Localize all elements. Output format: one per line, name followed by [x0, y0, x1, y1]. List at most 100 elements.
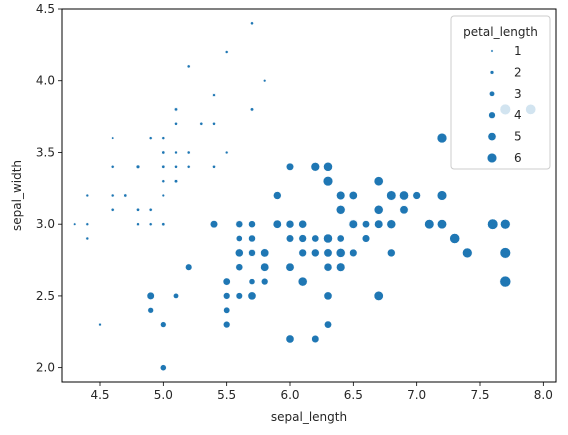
data-point: [311, 234, 320, 243]
legend-label: 4: [514, 108, 522, 122]
data-point: [223, 292, 231, 300]
x-tick-label: 5.5: [217, 388, 236, 402]
y-tick-label: 2.0: [36, 361, 55, 375]
data-point: [348, 191, 358, 200]
data-point: [235, 248, 244, 258]
data-point: [148, 207, 153, 212]
points-layer: [73, 21, 537, 371]
data-point: [212, 121, 216, 126]
data-point: [286, 234, 294, 243]
data-point: [160, 364, 167, 371]
legend-box: [450, 15, 551, 170]
data-point: [186, 64, 191, 69]
data-point: [85, 193, 89, 198]
data-point: [399, 190, 409, 201]
legend-marker: [488, 111, 496, 119]
x-tick-label: 5.0: [154, 388, 173, 402]
data-point: [298, 219, 307, 229]
x-tick-label: 7.5: [470, 388, 489, 402]
data-point: [374, 219, 384, 229]
data-point: [273, 191, 282, 200]
data-point: [500, 219, 511, 230]
x-axis: 4.5 5.0 5.5 6.0 6.5 7.0 7.5 8.0: [90, 382, 553, 402]
data-point: [336, 262, 346, 272]
data-point: [349, 248, 358, 257]
data-point: [248, 234, 256, 243]
data-point: [285, 334, 295, 344]
data-point: [298, 248, 307, 258]
data-point: [272, 219, 282, 229]
data-point: [324, 320, 332, 329]
data-point: [449, 233, 460, 244]
data-point: [286, 162, 294, 171]
data-point: [174, 150, 178, 155]
data-point: [174, 179, 178, 184]
data-point: [146, 291, 155, 300]
data-point: [235, 292, 243, 300]
data-point: [174, 107, 178, 112]
data-point: [424, 219, 435, 230]
data-point: [248, 249, 256, 257]
data-point: [248, 220, 256, 228]
data-point: [285, 220, 295, 229]
data-point: [110, 207, 115, 212]
data-point: [85, 222, 89, 226]
data-point: [212, 164, 216, 169]
legend-label: 5: [514, 130, 522, 144]
data-point: [399, 205, 409, 215]
data-point: [136, 207, 140, 212]
legend-label: 3: [514, 87, 522, 101]
data-point: [110, 193, 115, 198]
axes-frame: [61, 8, 557, 383]
data-point: [148, 222, 153, 226]
legend-marker: [489, 70, 495, 75]
data-point: [297, 276, 308, 287]
data-point: [436, 190, 448, 201]
data-point: [499, 247, 511, 259]
data-point: [311, 335, 320, 343]
data-point: [161, 222, 166, 227]
data-point: [111, 136, 115, 140]
data-point: [185, 263, 193, 271]
data-point: [248, 278, 256, 285]
data-point: [348, 219, 358, 229]
data-point: [361, 234, 371, 243]
size-legend: petal_length 1 2 3 4 5 6: [450, 15, 551, 170]
data-point: [260, 248, 270, 258]
data-point: [235, 263, 244, 271]
data-point: [186, 150, 191, 155]
legend-label: 1: [514, 44, 522, 58]
x-axis-label: sepal_length: [271, 410, 347, 424]
data-point: [386, 190, 397, 201]
data-point: [161, 150, 166, 155]
data-point: [322, 176, 334, 187]
data-point: [437, 219, 447, 230]
data-point: [225, 150, 229, 155]
data-point: [173, 293, 179, 299]
legend-marker: [487, 132, 497, 141]
data-point: [148, 136, 153, 140]
x-tick-label: 4.5: [90, 388, 109, 402]
y-tick-label: 4.0: [36, 74, 55, 88]
data-point: [487, 218, 499, 230]
data-point: [336, 205, 346, 215]
legend-marker: [486, 152, 498, 164]
data-point: [136, 222, 140, 226]
y-axis: 2.0 2.5 3.0 3.5 4.0 4.5: [36, 2, 62, 375]
data-point: [323, 262, 333, 272]
data-point: [285, 262, 295, 272]
x-tick-label: 6.5: [344, 388, 363, 402]
data-point: [323, 233, 333, 244]
data-point: [73, 222, 77, 226]
x-tick-label: 6.0: [280, 388, 299, 402]
data-point: [224, 50, 229, 54]
data-point: [362, 220, 370, 229]
data-point: [160, 321, 167, 328]
y-tick-label: 3.0: [36, 217, 55, 231]
data-point: [298, 234, 307, 243]
data-point: [323, 162, 333, 172]
data-point: [210, 220, 218, 229]
data-point: [235, 235, 243, 242]
data-point: [335, 248, 346, 258]
legend-label: 2: [514, 65, 522, 79]
